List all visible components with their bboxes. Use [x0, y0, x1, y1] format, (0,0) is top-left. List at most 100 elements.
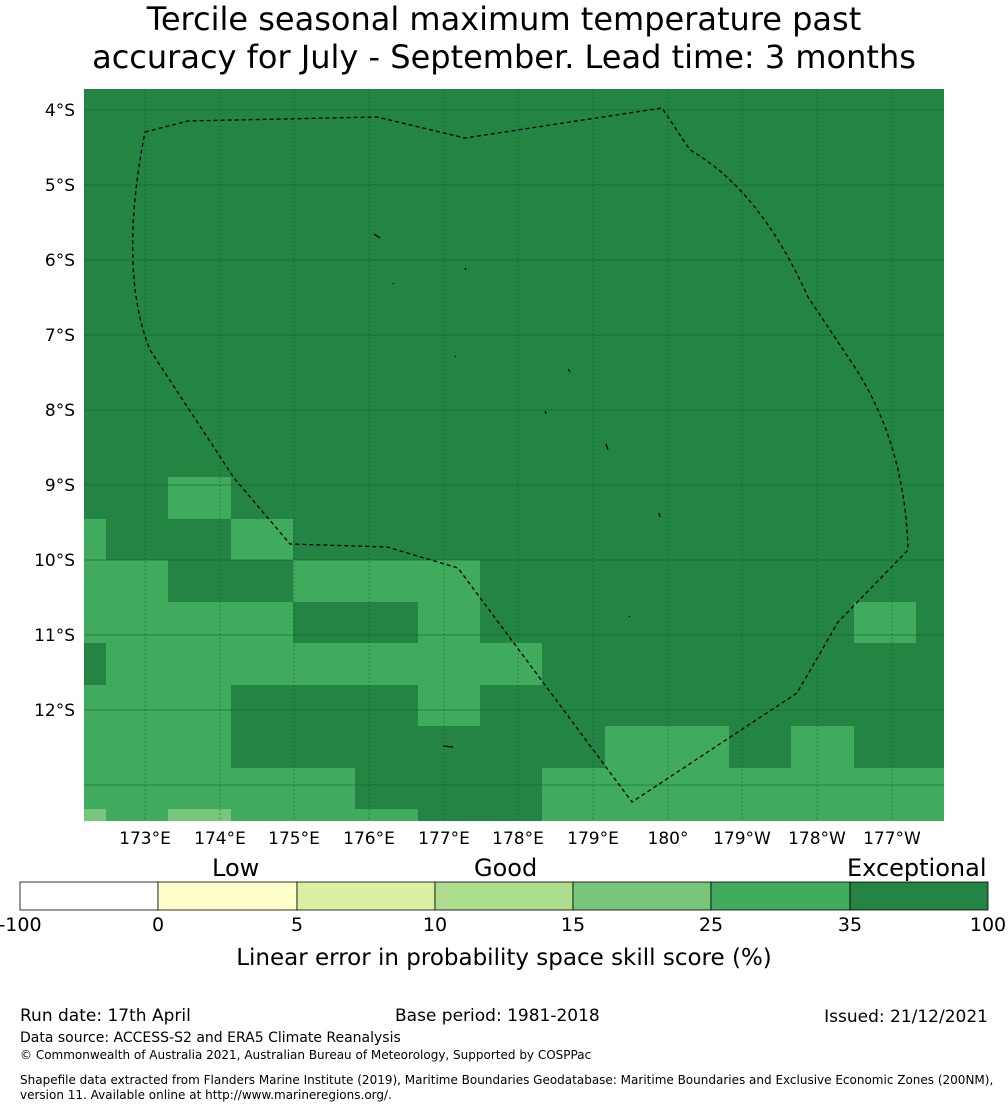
longitude-labels: 173°E 174°E 175°E 176°E 177°E 178°E 179°E 180° 1… [119, 829, 921, 849]
grid-cell [293, 560, 355, 602]
colorbar [19, 881, 989, 911]
grid-cell [854, 602, 916, 643]
colorbar-segment [710, 881, 851, 911]
grid-cell [231, 602, 293, 643]
grid-cell [106, 643, 168, 685]
longitude-label: 174°E [194, 829, 246, 849]
colorbar-tick-label: 0 [151, 914, 165, 936]
grid-cell [231, 643, 293, 685]
latitude-labels: 4°S 5°S 6°S 7°S 8°S 9°S 10°S 11°S 12°S [34, 101, 75, 721]
grid-cell [667, 768, 729, 809]
grid-cell [106, 726, 168, 768]
colorbar-segment [572, 881, 712, 911]
grid-cell [106, 685, 168, 726]
island-nanumanga [392, 282, 395, 285]
grid-cell [542, 768, 605, 809]
colorbar-tick-label: 35 [837, 914, 863, 936]
run-date: Run date: 17th April [20, 1006, 191, 1026]
grid-cell [293, 809, 355, 821]
grid-cell [542, 809, 605, 821]
colorbar-segment [19, 881, 159, 911]
grid-cell [168, 477, 231, 519]
latitude-label: 6°S [45, 251, 75, 271]
grid-cell [480, 643, 542, 685]
latitude-label: 5°S [45, 176, 75, 196]
eez-boundary [131, 107, 909, 803]
grid-cell [84, 519, 106, 560]
grid-cell [667, 809, 729, 821]
grid-cell [231, 519, 293, 560]
grid-cell [106, 602, 168, 643]
title-line-1: Tercile seasonal maximum temperature pas… [146, 0, 862, 38]
grid-cell [168, 643, 231, 685]
grid-cell [605, 768, 667, 809]
grid-cell [729, 768, 791, 809]
copyright: © Commonwealth of Australia 2021, Austra… [20, 1048, 592, 1062]
colorbar-tick-label: 15 [560, 914, 586, 936]
island-rotuma [442, 745, 454, 748]
colorbar-tick-label: 25 [698, 914, 724, 936]
island-vaitupu [567, 368, 571, 373]
issued-date: Issued: 21/12/2021 [824, 1007, 988, 1027]
latitude-label: 9°S [45, 476, 75, 496]
shapefile-credit-1: Shapefile data extracted from Flanders M… [20, 1073, 994, 1087]
grid-cell [168, 602, 231, 643]
longitude-label: 176°E [343, 829, 395, 849]
map-title: Tercile seasonal maximum temperature pas… [0, 0, 1008, 76]
graticule [84, 89, 944, 821]
base-period: Base period: 1981-2018 [395, 1006, 600, 1026]
grid-cell [84, 809, 106, 821]
colorbar-label: Linear error in probability space skill … [236, 945, 772, 971]
grid-cell [84, 560, 106, 602]
grid-cell [791, 768, 854, 809]
grid-cell [418, 685, 480, 726]
grid-cell [605, 809, 667, 821]
island-nui [454, 355, 457, 358]
longitude-label: 178°E [492, 829, 544, 849]
island-nanumea [373, 233, 381, 239]
islands [373, 233, 661, 748]
longitude-label: 179°E [567, 829, 619, 849]
island-nukulaelae [658, 512, 661, 518]
grid-cell [168, 768, 231, 809]
colorbar-heading-low: Low [212, 854, 260, 882]
data-source: Data source: ACCESS-S2 and ERA5 Climate … [20, 1030, 401, 1046]
latitude-label: 4°S [45, 101, 75, 121]
longitude-label: 175°E [268, 829, 320, 849]
grid-cell [916, 768, 944, 809]
grid-cell [293, 643, 355, 685]
grid-cell [418, 560, 480, 602]
colorbar-heading-exceptional: Exceptional [847, 854, 987, 882]
grid-cell [418, 602, 480, 643]
longitude-label: 179°W [713, 829, 771, 849]
grid-cell [84, 685, 106, 726]
skill-score-grid [84, 89, 944, 821]
grid-cell [106, 809, 168, 821]
colorbar-tick-label: -100 [0, 914, 42, 936]
title-line-2: accuracy for July - September. Lead time… [92, 38, 916, 76]
colorbar-tick-label: 10 [422, 914, 448, 936]
latitude-label: 7°S [45, 326, 75, 346]
grid-cell [231, 768, 293, 809]
grid-cell [854, 809, 916, 821]
grid-cell [355, 560, 418, 602]
island-niulakita [628, 615, 631, 618]
island-funafuti [605, 443, 609, 451]
grid-cell [791, 809, 854, 821]
grid-cell [791, 726, 854, 768]
grid-cell [293, 768, 355, 809]
longitude-label: 177°W [863, 829, 921, 849]
longitude-label: 177°E [418, 829, 470, 849]
grid-cell [854, 768, 916, 809]
longitude-label: 173°E [119, 829, 171, 849]
colorbar-segment [434, 881, 574, 911]
latitude-label: 12°S [34, 701, 75, 721]
shapefile-credit-2: version 11. Available online at http://w… [20, 1088, 392, 1102]
colorbar-tick-label: 100 [969, 914, 1007, 936]
grid-cell [729, 809, 791, 821]
longitude-label: 178°W [788, 829, 846, 849]
latitude-label: 10°S [34, 551, 75, 571]
grid-cell [106, 560, 168, 602]
eez-boundary-line [131, 107, 909, 803]
